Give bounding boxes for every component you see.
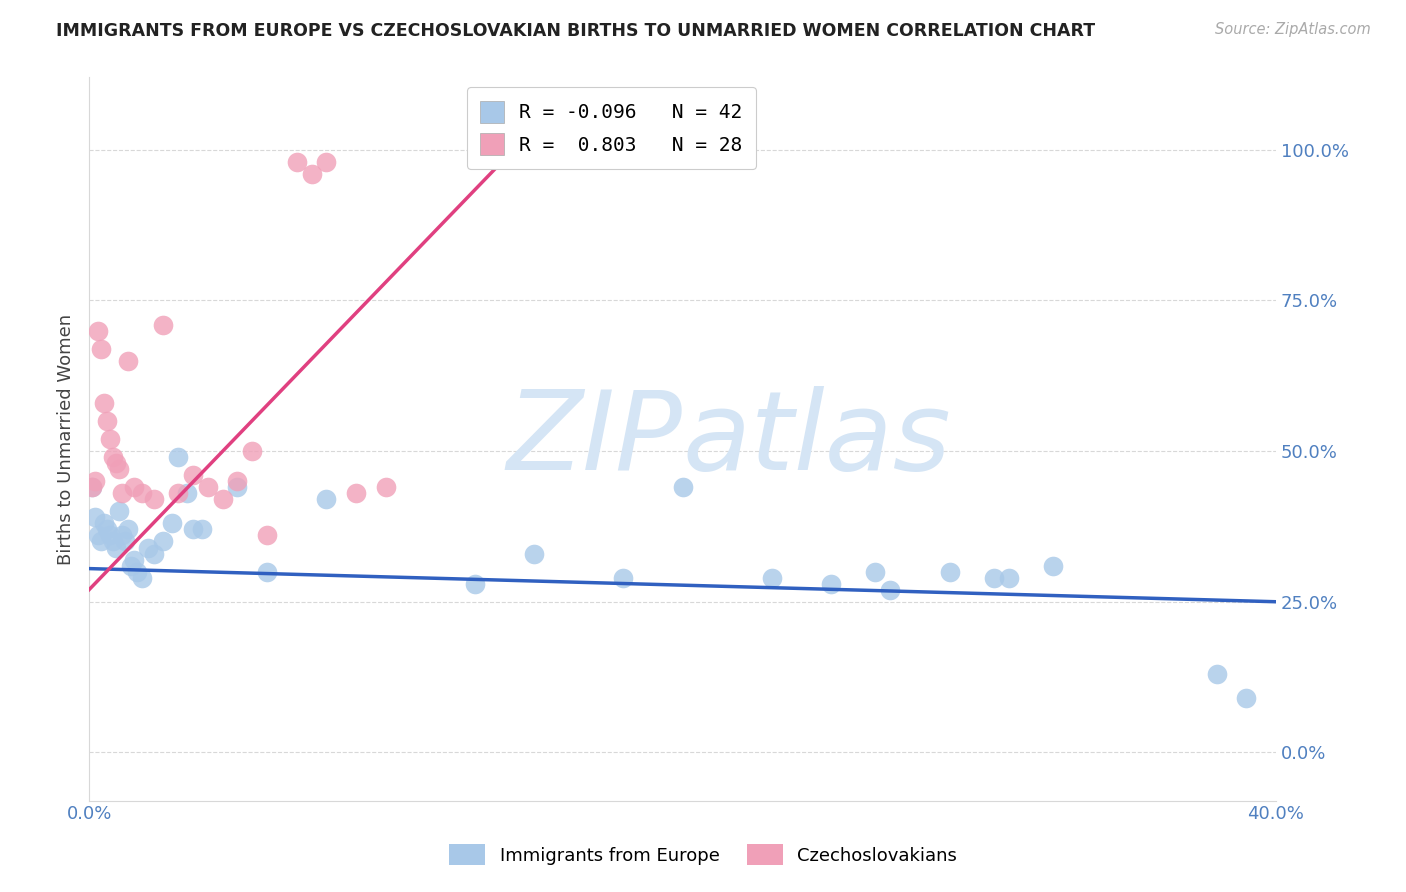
Point [865,565,887,579]
Point [671,480,693,494]
Point [211,492,233,507]
Point [111,486,134,500]
Point [138,541,160,555]
Point [93,516,115,531]
Point [117,353,139,368]
Point [285,154,308,169]
Point [101,450,124,464]
Point [301,167,323,181]
Point [122,480,145,494]
Text: atlas: atlas [682,385,950,492]
Point [256,565,278,579]
Point [93,396,115,410]
Point [1234,691,1257,706]
Point [87,528,110,542]
Point [197,480,219,494]
Point [181,468,204,483]
Point [114,534,136,549]
Point [226,474,249,488]
Point [181,523,204,537]
Point [761,571,783,585]
Point [111,528,134,542]
Point [131,486,153,500]
Point [820,576,842,591]
Point [938,565,960,579]
Point [80,480,103,494]
Point [240,444,263,458]
Point [315,492,337,507]
Point [96,523,118,537]
Point [152,534,174,549]
Point [90,342,112,356]
Point [879,582,901,597]
Point [84,474,107,488]
Point [98,432,121,446]
Legend: Immigrants from Europe, Czechoslovakians: Immigrants from Europe, Czechoslovakians [440,835,966,874]
Point [152,318,174,332]
Point [256,528,278,542]
Point [125,565,148,579]
Point [983,571,1005,585]
Point [80,480,103,494]
Point [143,547,166,561]
Point [101,534,124,549]
Point [107,462,129,476]
Point [104,541,127,555]
Point [191,523,214,537]
Point [167,450,190,464]
Point [122,552,145,566]
Point [160,516,183,531]
Point [523,547,546,561]
Legend: R = -0.096   N = 42, R =  0.803   N = 28: R = -0.096 N = 42, R = 0.803 N = 28 [467,87,756,169]
Point [90,534,112,549]
Point [84,510,107,524]
Text: Source: ZipAtlas.com: Source: ZipAtlas.com [1215,22,1371,37]
Point [98,528,121,542]
Point [120,558,142,573]
Point [464,576,486,591]
Point [1205,667,1227,681]
Text: IMMIGRANTS FROM EUROPE VS CZECHOSLOVAKIAN BIRTHS TO UNMARRIED WOMEN CORRELATION : IMMIGRANTS FROM EUROPE VS CZECHOSLOVAKIA… [56,22,1095,40]
Point [226,480,249,494]
Point [315,154,337,169]
Point [96,414,118,428]
Point [87,324,110,338]
Point [344,486,367,500]
Point [998,571,1021,585]
Y-axis label: Births to Unmarried Women: Births to Unmarried Women [58,313,75,565]
Point [374,480,396,494]
Point [131,571,153,585]
Point [1042,558,1064,573]
Point [167,486,190,500]
Point [176,486,198,500]
Text: ZIP: ZIP [506,385,682,492]
Point [107,504,129,518]
Point [612,571,634,585]
Point [104,456,127,470]
Point [143,492,166,507]
Point [117,523,139,537]
